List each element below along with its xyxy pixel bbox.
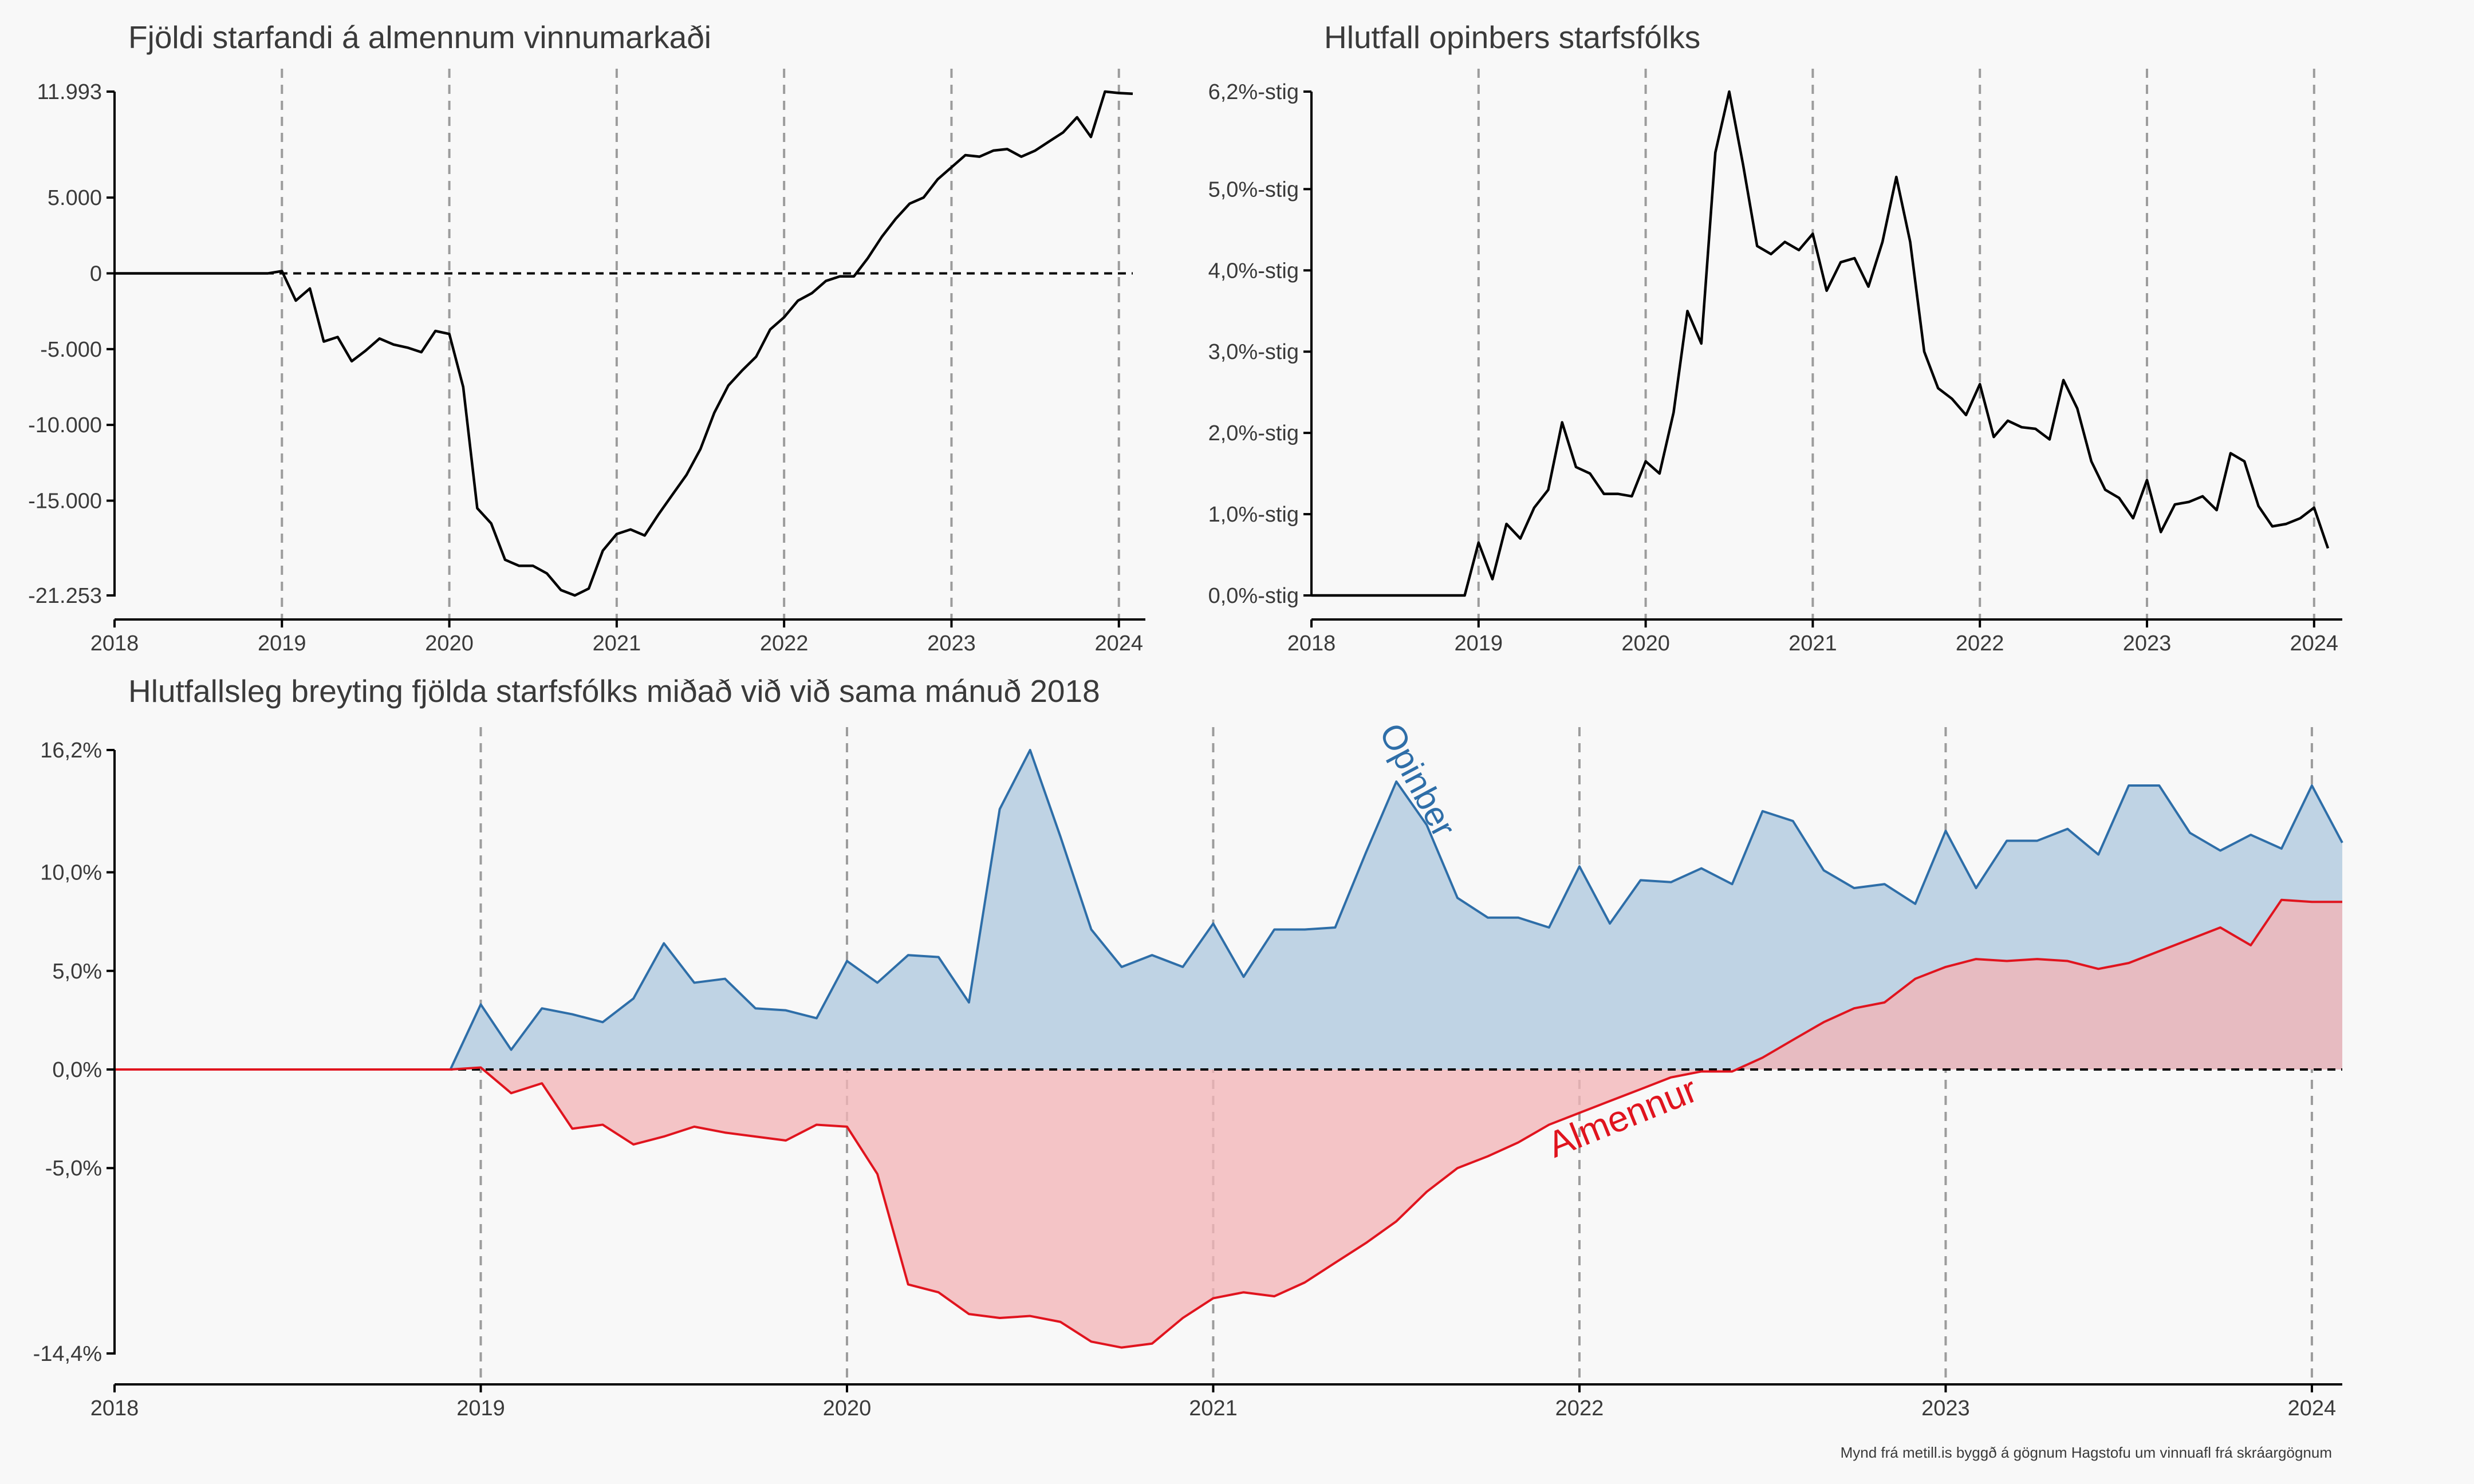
panel-title: Hlutfall opinbers starfsfólks [1324, 19, 1700, 55]
series-line [1311, 90, 2330, 597]
x-tick-label: 2020 [1621, 632, 1670, 656]
x-tick-label: 2018 [1287, 632, 1336, 656]
y-tick-label: 16,2% [40, 739, 102, 763]
y-tick-label: 4,0%-stig [1208, 259, 1299, 283]
y-tick-label: 10,0% [40, 861, 102, 885]
y-tick-label: -5.000 [40, 338, 102, 362]
x-tick-label: 2018 [90, 632, 139, 656]
area-almennur [115, 899, 2342, 1348]
x-tick-label: 2018 [90, 1396, 139, 1420]
source-caption: Mynd frá metill.is byggð á gögnum Hagsto… [1841, 1444, 2332, 1461]
y-tick-label: 0,0%-stig [1208, 584, 1299, 608]
y-tick-label: -21.253 [28, 584, 102, 608]
x-tick-label: 2019 [456, 1396, 505, 1420]
y-tick-label: 2,0%-stig [1208, 421, 1299, 445]
y-tick-label: 11.993 [37, 80, 102, 104]
x-tick-label: 2024 [2288, 1396, 2337, 1420]
panel-title: Hlutfallsleg breyting fjölda starfsfólks… [128, 673, 1100, 709]
series-line [115, 90, 1133, 597]
series-line-opinber [115, 749, 2343, 1071]
y-tick-label: -5,0% [45, 1157, 102, 1181]
x-tick-label: 2021 [1189, 1396, 1238, 1420]
panel-almennur-count: Fjöldi starfandi á almennum vinnumarkaði… [28, 19, 1145, 656]
x-tick-label: 2019 [258, 632, 306, 656]
y-tick-label: 0 [90, 262, 102, 286]
x-tick-label: 2022 [760, 632, 809, 656]
x-tick-label: 2023 [927, 632, 976, 656]
y-tick-label: 3,0%-stig [1208, 340, 1299, 364]
y-tick-label: 6,2%-stig [1208, 80, 1299, 104]
x-tick-label: 2022 [1555, 1396, 1604, 1420]
x-tick-label: 2024 [2290, 632, 2339, 656]
x-tick-label: 2024 [1094, 632, 1143, 656]
y-tick-label: -10.000 [28, 413, 102, 437]
y-tick-label: 1,0%-stig [1208, 503, 1299, 527]
x-tick-label: 2020 [425, 632, 474, 656]
series-line-almennur [115, 898, 2342, 1349]
area-opinber [115, 750, 2342, 1069]
x-tick-label: 2019 [1455, 632, 1503, 656]
y-tick-label: 5,0%-stig [1208, 177, 1299, 202]
x-tick-label: 2020 [823, 1396, 872, 1420]
x-tick-label: 2021 [1788, 632, 1837, 656]
y-tick-label: -15.000 [28, 489, 102, 513]
x-tick-label: 2022 [1956, 632, 2004, 656]
x-tick-label: 2023 [1921, 1396, 1970, 1420]
panel-title: Fjöldi starfandi á almennum vinnumarkaði [128, 19, 711, 55]
panel-opinber-share: Hlutfall opinbers starfsfólks 6,2%-stig 5… [1208, 19, 2342, 656]
panel-relative-change: Hlutfallsleg breyting fjölda starfsfólks… [33, 673, 2343, 1420]
x-tick-label: 2023 [2123, 632, 2172, 656]
y-tick-label: -14,4% [33, 1342, 102, 1366]
x-tick-label: 2021 [593, 632, 641, 656]
y-tick-label: 0,0% [52, 1058, 102, 1082]
y-tick-label: 5.000 [48, 186, 102, 210]
y-tick-label: 5,0% [52, 960, 102, 984]
